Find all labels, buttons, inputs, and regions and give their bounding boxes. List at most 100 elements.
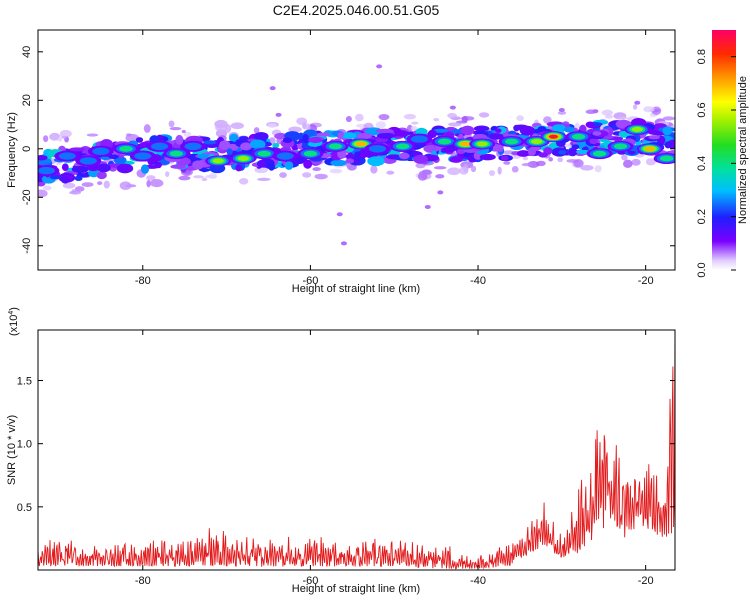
heatmap-speck (601, 109, 613, 116)
heatmap-speck (621, 154, 628, 161)
heatmap-blob (592, 150, 607, 157)
heatmap-outlier (424, 204, 431, 209)
heatmap-cell (516, 150, 531, 157)
heatmap-speck (208, 173, 218, 179)
heatmap-speck (411, 121, 419, 125)
x-tick-label: -80 (135, 275, 151, 287)
heatmap-cell (74, 175, 83, 182)
heatmap-blob (169, 150, 184, 157)
heatmap-speck (257, 177, 271, 181)
heatmap-cell (519, 125, 535, 136)
heatmap-cell (282, 137, 293, 144)
colorbar-ticks: 0.0 0.2 0.4 0.6 0.8 (696, 49, 736, 278)
heatmap-cell (308, 136, 323, 144)
heatmap-cell (69, 147, 86, 152)
heatmap-cell (377, 132, 395, 139)
heatmap-speck (378, 114, 390, 121)
snr-y-axis-label: SNR (10 * v/v) (6, 415, 18, 485)
snr-panel: -80 -60 -40 -20 0.5 1.0 1.5 Height of straight… (6, 307, 676, 595)
heatmap-cell (356, 133, 373, 139)
spectrogram-y-axis-label: Frequency (Hz) (6, 112, 18, 188)
heatmap-cell (513, 124, 520, 132)
heatmap-speck (622, 159, 633, 168)
heatmap-cell (589, 138, 598, 145)
heatmap-blob (355, 141, 366, 147)
heatmap-cell (537, 126, 547, 133)
heatmap-cell (538, 152, 548, 158)
heatmap-cell (71, 165, 89, 173)
heatmap-speck (288, 126, 302, 133)
heatmap-speck (410, 126, 418, 131)
heatmap-blob (212, 158, 224, 164)
heatmap-blob (631, 126, 643, 132)
x-tick-label: -20 (638, 575, 654, 587)
heatmap-cell (488, 133, 504, 140)
heatmap-blob (659, 155, 674, 162)
y-tick-label: 0 (21, 146, 33, 152)
heatmap-speck (125, 133, 140, 142)
heatmap-blob (303, 150, 318, 157)
heatmap-speck (168, 120, 175, 128)
heatmap-speck (119, 181, 132, 190)
heatmap-cell (359, 148, 366, 159)
heatmap-cell (473, 125, 490, 132)
heatmap-speck (433, 166, 447, 170)
heatmap-cell (662, 126, 672, 136)
heatmap-cell (49, 175, 62, 180)
heatmap-blob (504, 138, 519, 145)
heatmap-layer (38, 64, 675, 246)
heatmap-cell (96, 163, 111, 173)
heatmap-cell (353, 151, 362, 161)
heatmap-speck (43, 135, 49, 143)
heatmap-cell (175, 134, 184, 145)
heatmap-speck (296, 117, 308, 125)
heatmap-speck (573, 159, 584, 168)
heatmap-speck (433, 117, 440, 122)
heatmap-speck (42, 185, 52, 191)
colorbar: 0.0 0.2 0.4 0.6 0.8 Normalized spectral ampl… (696, 30, 749, 278)
heatmap-speck (447, 167, 461, 176)
x-tick-label: -40 (470, 575, 486, 587)
heatmap-speck (201, 177, 208, 182)
heatmap-speck (662, 116, 675, 121)
heatmap-blob (58, 152, 76, 160)
heatmap-outlier (376, 64, 383, 69)
heatmap-cell (284, 161, 294, 170)
heatmap-cell (330, 159, 347, 167)
heatmap-cell (316, 132, 331, 137)
colorbar-gradient (712, 30, 736, 270)
heatmap-speck (55, 162, 62, 166)
x-tick-label: -20 (638, 275, 654, 287)
heatmap-cell (365, 127, 383, 136)
heatmap-blob (476, 141, 488, 147)
heatmap-cell (345, 158, 355, 164)
heatmap-speck (164, 171, 170, 178)
heatmap-speck (150, 179, 164, 188)
heatmap-cell (239, 136, 249, 141)
y-tick-label: 1.0 (17, 439, 32, 451)
heatmap-cell (170, 164, 187, 169)
heatmap-cell (253, 132, 269, 141)
heatmap-speck (329, 168, 343, 174)
heatmap-speck (543, 116, 552, 124)
spectrogram-x-axis-label: Height of straight line (km) (292, 283, 420, 295)
heatmap-speck (69, 190, 82, 195)
heatmap-cell (341, 132, 357, 140)
heatmap-cell (135, 137, 144, 143)
heatmap-blob (548, 134, 559, 139)
heatmap-speck (146, 179, 151, 188)
y-tick-label: 20 (21, 94, 33, 106)
heatmap-blob (276, 152, 294, 160)
spectrogram-frame (37, 29, 676, 271)
heatmap-cell (108, 154, 119, 160)
heatmap-speck (345, 115, 352, 123)
heatmap-speck (267, 123, 277, 128)
heatmap-cell (460, 125, 475, 136)
heatmap-blob (410, 135, 428, 143)
heatmap-cell (96, 171, 107, 180)
colorbar-tick-label: 0.8 (696, 49, 708, 64)
heatmap-cell (257, 160, 266, 168)
heatmap-speck (497, 166, 502, 175)
heatmap-speck (511, 166, 519, 173)
heatmap-speck (574, 122, 580, 130)
